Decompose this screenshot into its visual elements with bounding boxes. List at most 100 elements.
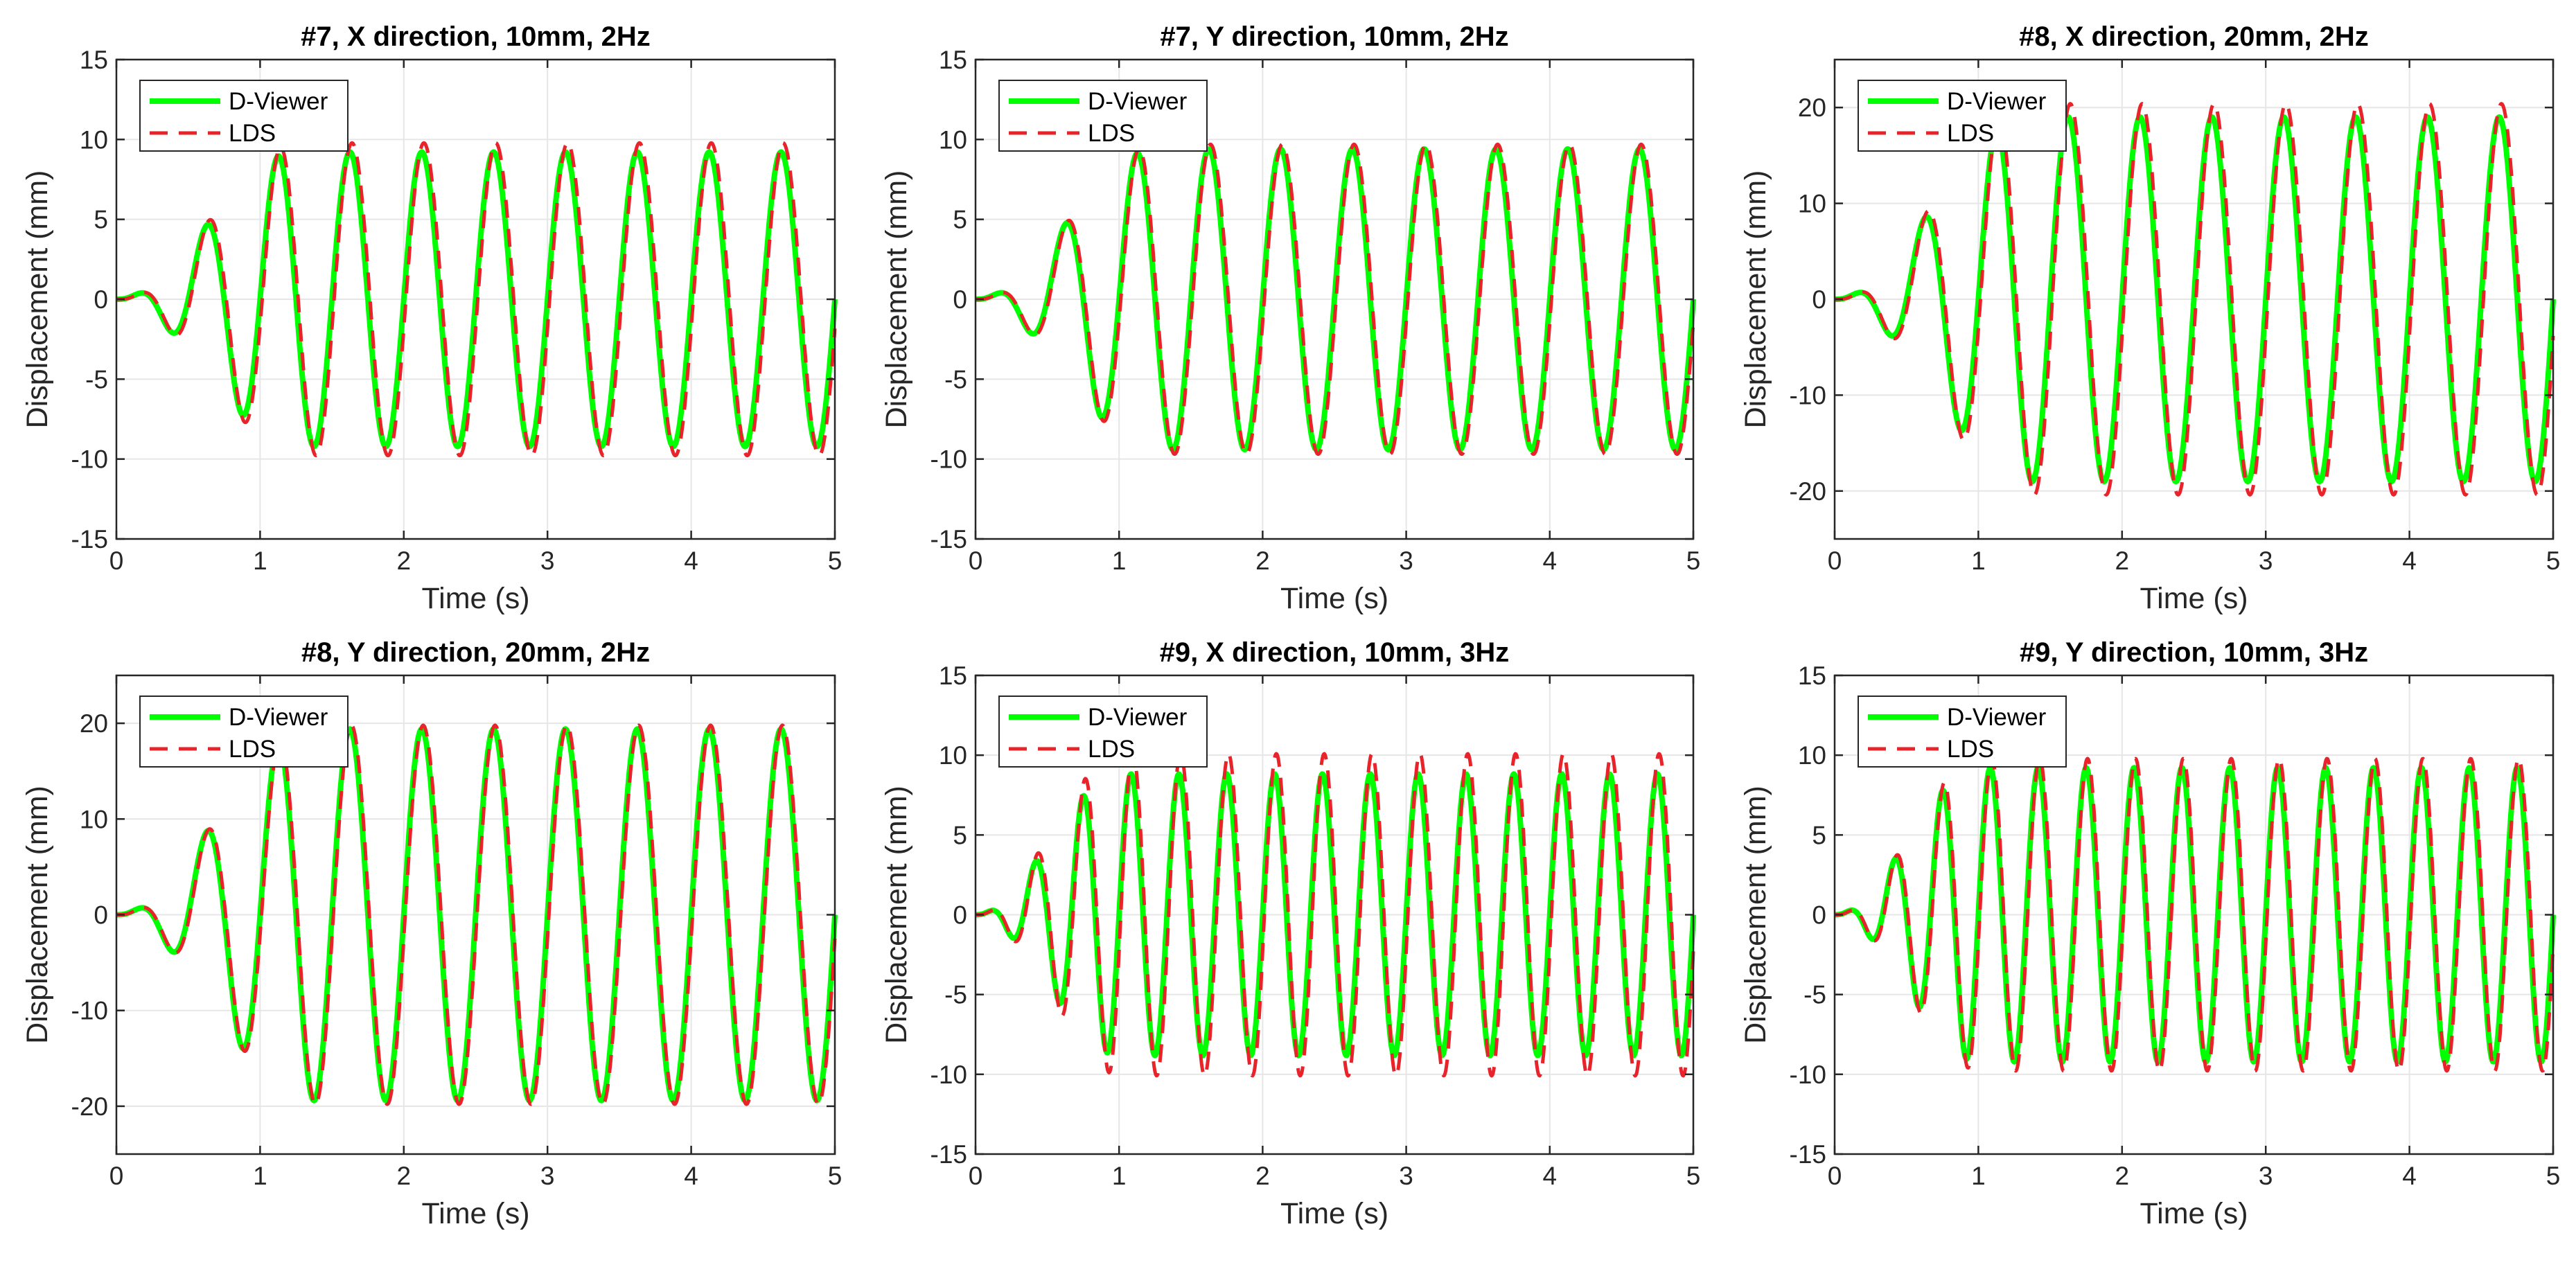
y-axis-label: Displacement (mm) [1739, 170, 1772, 429]
y-tick-label: -10 [71, 997, 108, 1025]
x-tick-label: 5 [1686, 1162, 1701, 1190]
y-tick-label: -10 [930, 1061, 967, 1089]
y-tick-label: 10 [80, 125, 108, 154]
x-tick-label: 1 [1971, 1162, 1986, 1190]
y-tick-label: 5 [1812, 821, 1826, 849]
y-axis-label: Displacement (mm) [21, 786, 54, 1044]
x-tick-label: 0 [969, 547, 983, 575]
legend-box [1858, 695, 2067, 768]
y-tick-label: -20 [71, 1092, 108, 1121]
y-tick-label: -10 [1790, 381, 1826, 409]
legend: D-Viewer LDS [998, 695, 1208, 768]
chart-title: #8, Y direction, 20mm, 2Hz [301, 637, 650, 668]
legend-box [139, 80, 349, 152]
y-tick-label: 15 [1798, 662, 1826, 690]
x-tick-label: 5 [1686, 547, 1701, 575]
y-tick-label: 10 [80, 805, 108, 833]
y-tick-label: 0 [953, 901, 967, 930]
y-tick-label: -5 [1803, 981, 1826, 1009]
x-tick-label: 3 [1399, 1162, 1413, 1190]
y-tick-label: 20 [1798, 94, 1826, 122]
legend: D-Viewer LDS [139, 695, 349, 768]
chart-panel: 0 1 2 3 4 5 -15 -10 -5 0 5 10 15 #7, Y direction, 10m… [880, 21, 1700, 615]
x-tick-label: 1 [253, 547, 267, 575]
y-tick-label: 10 [1798, 190, 1826, 218]
x-tick-label: 3 [1399, 547, 1413, 575]
y-tick-label: 0 [94, 901, 108, 930]
legend-label: LDS [1088, 120, 1135, 147]
chart-panel: 0 1 2 3 4 5 -20 -10 0 10 20 #8, X direction, 20mm, … [1739, 21, 2560, 615]
y-tick-label: -10 [1790, 1061, 1826, 1089]
x-tick-label: 1 [1971, 547, 1986, 575]
y-tick-label: 15 [939, 662, 967, 690]
x-tick-label: 3 [2259, 1162, 2273, 1190]
x-tick-label: 2 [397, 547, 412, 575]
series-line-lds [115, 141, 837, 458]
y-tick-label: -10 [930, 445, 967, 474]
x-tick-label: 5 [2546, 1162, 2561, 1190]
x-tick-label: 0 [1828, 1162, 1842, 1190]
x-tick-label: 4 [684, 547, 698, 575]
x-tick-label: 4 [2402, 547, 2417, 575]
x-tick-label: 3 [2259, 547, 2273, 575]
x-tick-label: 5 [828, 1162, 843, 1190]
legend-label: D-Viewer [1947, 88, 2047, 115]
legend-label: D-Viewer [229, 704, 328, 731]
x-tick-label: 2 [2115, 1162, 2130, 1190]
legend-box [998, 80, 1208, 152]
y-tick-label: 0 [1812, 285, 1826, 314]
x-axis-label: Time (s) [2140, 582, 2248, 615]
legend-label: LDS [1947, 736, 1994, 763]
x-tick-label: 4 [684, 1162, 698, 1190]
chart-panel: 0 1 2 3 4 5 -20 -10 0 10 20 #8, Y direction, 20mm, … [21, 637, 842, 1230]
x-tick-label: 1 [1112, 1162, 1127, 1190]
y-tick-label: 5 [953, 821, 967, 849]
x-tick-label: 4 [1543, 547, 1558, 575]
x-tick-label: 0 [109, 547, 124, 575]
legend-label: LDS [229, 736, 276, 763]
x-tick-label: 2 [2115, 547, 2130, 575]
y-tick-label: -5 [85, 365, 108, 393]
series-line-lds [1833, 756, 2555, 1073]
legend-label: D-Viewer [229, 88, 328, 115]
y-tick-label: 15 [939, 46, 967, 74]
x-tick-label: 0 [1828, 547, 1842, 575]
y-tick-label: -20 [1790, 477, 1826, 506]
legend-label: LDS [229, 120, 276, 147]
x-tick-label: 2 [1255, 1162, 1270, 1190]
y-tick-label: 0 [953, 285, 967, 314]
chart-title: #7, Y direction, 10mm, 2Hz [1160, 21, 1508, 52]
x-tick-label: 1 [1112, 547, 1127, 575]
y-tick-label: 10 [939, 125, 967, 154]
legend-label: D-Viewer [1088, 704, 1188, 731]
x-tick-label: 4 [2402, 1162, 2417, 1190]
x-axis-label: Time (s) [421, 1197, 529, 1230]
x-tick-label: 2 [1255, 547, 1270, 575]
legend: D-Viewer LDS [1858, 80, 2067, 152]
x-tick-label: 0 [109, 1162, 124, 1190]
x-axis-label: Time (s) [421, 582, 529, 615]
y-tick-label: 5 [953, 206, 967, 234]
y-axis-label: Displacement (mm) [880, 170, 913, 429]
x-tick-label: 3 [540, 547, 555, 575]
x-axis-label: Time (s) [2140, 1197, 2248, 1230]
y-tick-label: -15 [930, 525, 967, 553]
legend-label: LDS [1947, 120, 1994, 147]
x-axis-label: Time (s) [1280, 582, 1388, 615]
y-tick-label: -5 [944, 981, 967, 1009]
y-tick-label: 10 [939, 741, 967, 770]
x-tick-label: 2 [397, 1162, 412, 1190]
y-tick-label: 5 [94, 206, 108, 234]
chart-panel: 0 1 2 3 4 5 -15 -10 -5 0 5 10 15 #7, X direction, 10m… [21, 21, 842, 615]
legend-label: D-Viewer [1947, 704, 2047, 731]
y-tick-label: -10 [71, 445, 108, 474]
legend-label: LDS [1088, 736, 1135, 763]
x-tick-label: 5 [828, 547, 843, 575]
chart-title: #9, Y direction, 10mm, 3Hz [2020, 637, 2368, 668]
legend-box [1858, 80, 2067, 152]
y-tick-label: 0 [1812, 901, 1826, 930]
series-line-lds [974, 142, 1695, 457]
chart-title: #8, X direction, 20mm, 2Hz [2019, 21, 2369, 52]
x-tick-label: 1 [253, 1162, 267, 1190]
chart-panel: 0 1 2 3 4 5 -15 -10 -5 0 5 10 15 #9, X direction, 10m… [880, 637, 1700, 1230]
